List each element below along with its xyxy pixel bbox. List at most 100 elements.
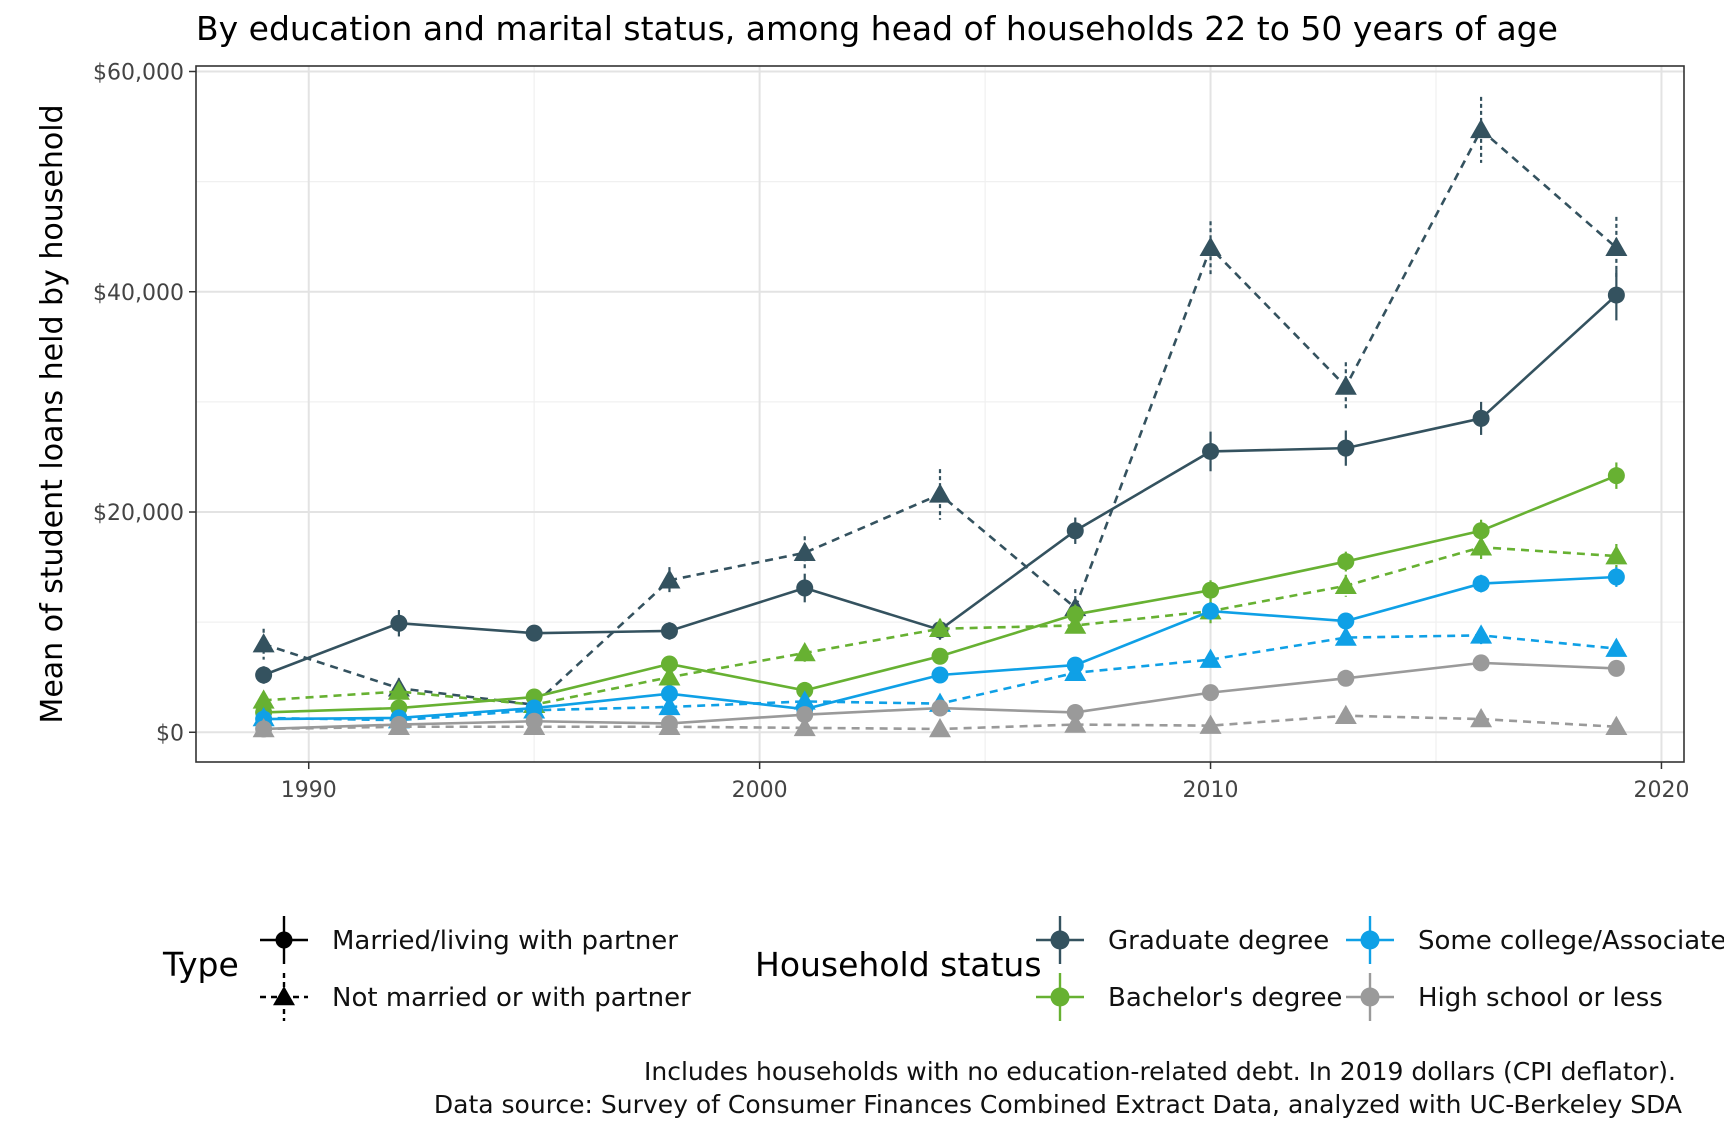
- data-point-triangle: [1605, 545, 1628, 565]
- x-tick-label: 1990: [281, 778, 337, 803]
- data-point-circle: [660, 655, 678, 673]
- y-tick-label: $40,000: [93, 281, 184, 306]
- legend-type: Type Married/living with partner Not marr…: [162, 916, 691, 1021]
- data-point-triangle: [793, 541, 816, 562]
- data-point-circle: [1066, 522, 1084, 540]
- data-point-circle: [1337, 612, 1355, 630]
- data-point-triangle: [929, 483, 951, 503]
- y-tick-label: $0: [156, 721, 184, 746]
- data-point-circle: [1607, 286, 1625, 304]
- legend-key-some: [1346, 916, 1394, 964]
- data-point-circle: [1472, 575, 1490, 593]
- data-point-circle: [1472, 409, 1490, 427]
- data-point-triangle: [793, 716, 816, 737]
- data-point-circle: [525, 624, 543, 642]
- data-point-circle: [1066, 605, 1084, 623]
- data-point-triangle: [1334, 626, 1357, 646]
- data-point-triangle: [1334, 704, 1357, 724]
- data-point-circle: [1337, 669, 1355, 687]
- y-tick-label: $20,000: [93, 501, 184, 526]
- data-point-triangle: [1334, 574, 1357, 595]
- data-point-triangle: [252, 717, 275, 738]
- data-point-circle: [525, 699, 543, 717]
- data-point-triangle: [1470, 118, 1493, 139]
- data-point-triangle: [1605, 715, 1628, 736]
- legend-status-title: Household status: [755, 945, 1042, 984]
- data-point-triangle: [1470, 536, 1493, 556]
- series-some-married: [255, 567, 1625, 728]
- data-point-circle: [1472, 654, 1490, 672]
- legend-type-title: Type: [162, 945, 239, 984]
- caption-line-1: Includes households with no education-re…: [644, 1057, 1676, 1086]
- legend-key-single: [260, 973, 308, 1021]
- legend-key-hs: [1346, 973, 1394, 1021]
- data-point-triangle: [1334, 375, 1357, 395]
- x-tick-label: 2020: [1633, 778, 1689, 803]
- legend-label-hs: High school or less: [1418, 983, 1663, 1013]
- x-tick-label: 2010: [1183, 778, 1239, 803]
- y-axis-label: Mean of student loans held by household: [35, 104, 70, 723]
- series-bach-married: [255, 462, 1625, 721]
- data-point-triangle: [523, 715, 546, 736]
- data-point-circle: [796, 579, 814, 597]
- legend-status: Household status Graduate degree Some col…: [755, 916, 1724, 1021]
- data-point-circle: [1337, 439, 1355, 457]
- data-point-circle: [1607, 659, 1625, 677]
- data-point-circle: [1607, 568, 1625, 586]
- data-point-triangle: [1199, 714, 1222, 734]
- data-point-circle: [1066, 656, 1084, 674]
- legend-marker-circle: [1360, 987, 1380, 1007]
- data-point-triangle: [387, 680, 410, 700]
- data-point-circle: [660, 685, 678, 703]
- x-axis: 1990 2000 2010 2020: [281, 762, 1689, 803]
- data-point-circle: [1202, 684, 1220, 702]
- data-point-triangle: [1470, 624, 1493, 644]
- caption-line-2: Data source: Survey of Consumer Finances…: [434, 1090, 1682, 1119]
- legend-key-bach: [1036, 973, 1084, 1021]
- data-point-triangle: [658, 666, 681, 686]
- data-point-circle: [1337, 553, 1355, 571]
- legend-label-married: Married/living with partner: [332, 926, 678, 956]
- data-point-triangle: [1064, 713, 1087, 733]
- x-tick-label: 2000: [732, 778, 788, 803]
- data-point-circle: [931, 647, 949, 665]
- data-point-circle: [796, 706, 814, 724]
- legend-marker-circle: [1050, 930, 1070, 950]
- data-point-triangle: [1199, 648, 1222, 668]
- legend-label-grad: Graduate degree: [1108, 926, 1329, 956]
- data-point-triangle: [1470, 708, 1493, 728]
- legend-key-grad: [1036, 916, 1084, 964]
- legend-marker-circle: [1050, 987, 1070, 1007]
- data-point-circle: [931, 666, 949, 684]
- data-point-triangle: [252, 633, 275, 653]
- data-point-circle: [796, 681, 814, 699]
- legend-key-married: [260, 916, 308, 964]
- series-hs-single: [252, 704, 1628, 738]
- data-point-triangle: [252, 689, 275, 709]
- data-point-triangle: [1605, 637, 1628, 657]
- data-point-circle: [390, 614, 408, 632]
- chart-title: By education and marital status, among h…: [196, 9, 1558, 48]
- data-point-circle: [660, 622, 678, 640]
- data-point-triangle: [929, 617, 951, 637]
- data-point-triangle: [658, 695, 681, 716]
- data-point-circle: [1607, 467, 1625, 485]
- legend-label-bach: Bachelor's degree: [1108, 983, 1342, 1013]
- data-point-triangle: [658, 569, 681, 589]
- y-axis: $0 $20,000 $40,000 $60,000: [93, 61, 196, 746]
- legend-marker-circle: [275, 931, 293, 949]
- data-point-circle: [1202, 442, 1220, 460]
- legend-marker-triangle: [273, 986, 295, 1006]
- y-tick-label: $60,000: [93, 61, 184, 86]
- data-point-triangle: [658, 715, 681, 736]
- data-point-circle: [1472, 522, 1490, 540]
- data-point-triangle: [929, 717, 951, 738]
- data-point-circle: [931, 699, 949, 717]
- data-point-circle: [255, 666, 273, 684]
- data-point-triangle: [793, 641, 816, 662]
- plot-border: [195, 65, 1685, 763]
- data-point-triangle: [387, 715, 410, 736]
- data-point-triangle: [1199, 236, 1222, 256]
- legend-label-single: Not married or with partner: [332, 983, 691, 1013]
